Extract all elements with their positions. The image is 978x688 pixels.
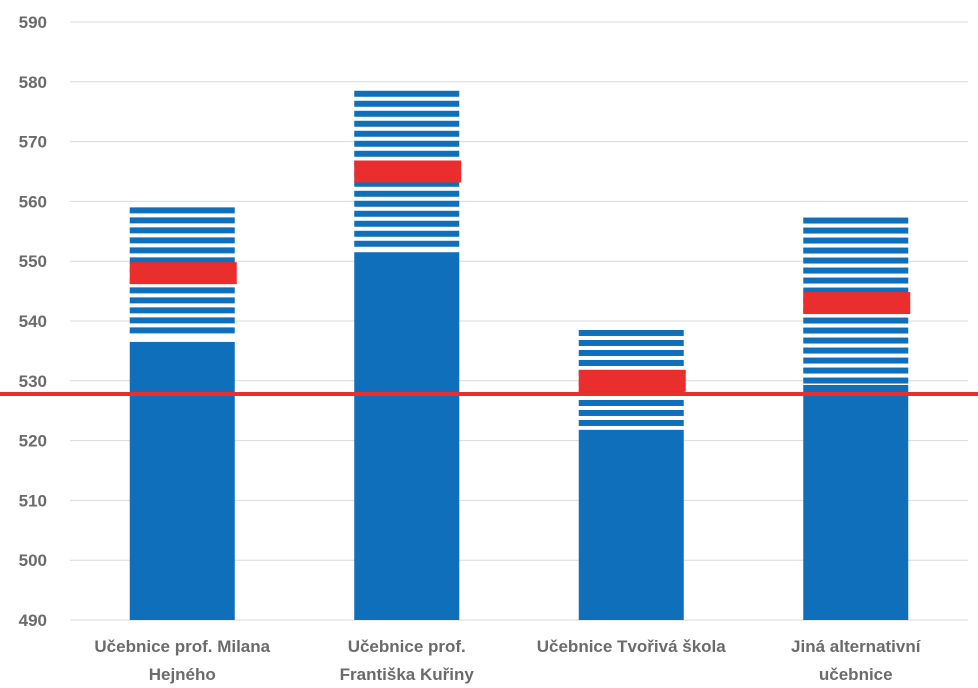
bar-stripe [129, 327, 235, 334]
bar-stripe [578, 419, 684, 426]
bar-stripe [354, 130, 460, 137]
bar-stripe [354, 180, 460, 187]
bar-stripe [129, 287, 235, 294]
bar-solid [578, 429, 684, 620]
x-category-label: Učebnice Tvořivá škola [537, 637, 727, 656]
y-tick-label: 530 [19, 372, 47, 391]
bar-stripe [803, 377, 909, 384]
mean-marker [803, 292, 911, 315]
mean-marker [354, 160, 462, 183]
bar-stripe [803, 227, 909, 234]
y-tick-label: 500 [19, 551, 47, 570]
bar-stripe [354, 110, 460, 117]
bar-stripe [354, 190, 460, 197]
x-category-label: Učebnice prof. Milana [94, 637, 270, 656]
y-tick-label: 580 [19, 73, 47, 92]
bar-stripe [578, 399, 684, 406]
y-tick-label: 550 [19, 252, 47, 271]
y-axis-tick-labels: 490 500 510 520 530 540 550 560 570 580 590 [19, 13, 47, 630]
bar-stripe [354, 100, 460, 107]
bar-stripe [803, 347, 909, 354]
bar-stripe [803, 277, 909, 284]
bar-stripe [129, 207, 235, 214]
bar-stripe [803, 317, 909, 324]
y-tick-label: 490 [19, 611, 47, 630]
bar-stripe [578, 329, 684, 336]
bar-stripe [803, 337, 909, 344]
bar-stripe [129, 217, 235, 224]
bar-stripe [354, 200, 460, 207]
bar-stripe [803, 327, 909, 334]
x-axis-category-labels: Učebnice prof. Milana Hejného Učebnice pro… [94, 637, 921, 684]
x-category-label: Učebnice prof. [348, 637, 466, 656]
bar-stripe [354, 140, 460, 147]
bar-stripe [354, 120, 460, 127]
bar-stripe [129, 257, 235, 264]
bar-stripe [803, 287, 909, 294]
x-category-label: učebnice [819, 665, 893, 684]
y-tick-label: 510 [19, 491, 47, 510]
bar-stripe [129, 237, 235, 244]
bar-stripe [803, 247, 909, 254]
bar-stripe [578, 359, 684, 366]
bar-stripe [578, 339, 684, 346]
bar-stripe [803, 257, 909, 264]
x-category-label: Františka Kuřiny [340, 665, 475, 684]
bar-solid [803, 384, 909, 620]
bar-stripe [803, 237, 909, 244]
bar-stripe [803, 217, 909, 224]
bar-stripe [354, 230, 460, 237]
y-tick-label: 570 [19, 133, 47, 152]
y-tick-label: 520 [19, 432, 47, 451]
bar-stripe [578, 409, 684, 416]
bar-stripe [354, 150, 460, 157]
bar-solid [354, 252, 460, 621]
bar-stripe [803, 267, 909, 274]
bar-stripe [129, 297, 235, 304]
x-category-label: Jiná alternativní [791, 637, 922, 656]
y-tick-label: 540 [19, 312, 47, 331]
y-tick-label: 590 [19, 13, 47, 32]
bars [129, 90, 911, 621]
bar-stripe [354, 90, 460, 97]
bar-stripe [354, 210, 460, 217]
bar-stripe [354, 240, 460, 247]
x-category-label: Hejného [149, 665, 216, 684]
mean-marker [578, 369, 686, 392]
bar-stripe [129, 247, 235, 254]
mean-marker [129, 262, 237, 285]
bar-stripe [129, 307, 235, 314]
bar-solid [129, 341, 235, 620]
bar-stripe [129, 227, 235, 234]
bar-stripe [354, 220, 460, 227]
y-tick-label: 560 [19, 192, 47, 211]
bar-stripe [129, 317, 235, 324]
bar-stripe [803, 367, 909, 374]
bar-stripe [578, 349, 684, 356]
bar-stripe [803, 357, 909, 364]
